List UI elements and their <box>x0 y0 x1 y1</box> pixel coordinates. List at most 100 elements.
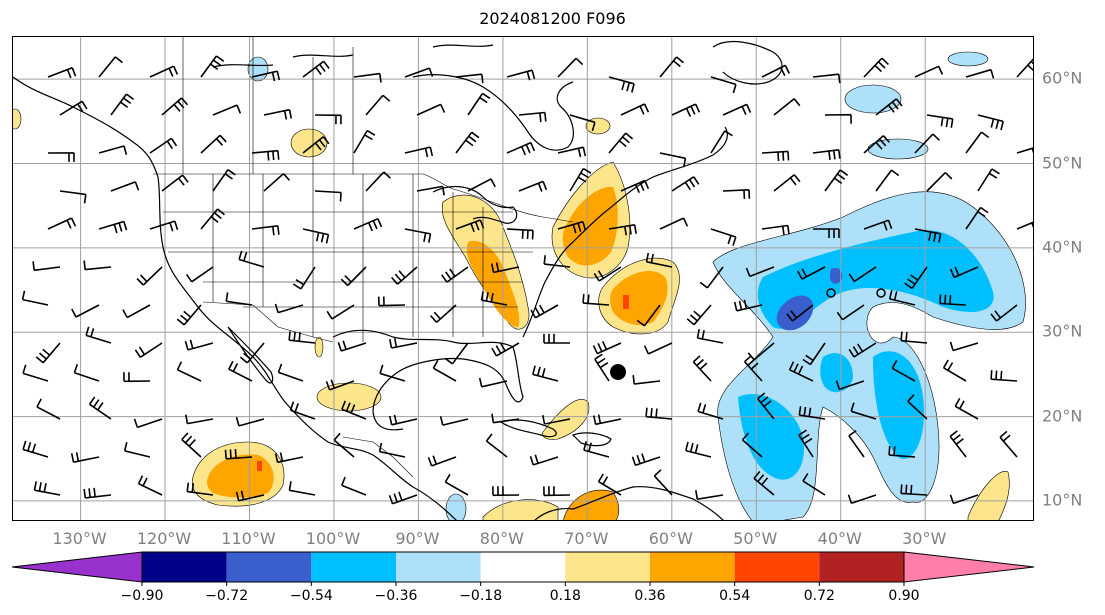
wind-barb <box>685 441 712 458</box>
wind-barb <box>491 413 520 424</box>
wind-barb <box>492 486 520 497</box>
wind-barb <box>745 266 775 278</box>
wind-barb <box>900 331 928 344</box>
wind-barb <box>620 179 650 194</box>
wind-barb <box>888 446 916 458</box>
neg-anomaly-core-south <box>738 393 804 480</box>
wind-barb <box>353 217 383 232</box>
wind-barb <box>302 60 330 78</box>
wind-barb <box>939 294 967 306</box>
wind-barb <box>518 111 547 123</box>
pos-anomaly-dark-pacific <box>257 461 262 471</box>
wind-barb <box>228 360 253 382</box>
wind-barb <box>73 363 100 382</box>
wind-barb <box>416 185 445 196</box>
wind-barb <box>543 255 571 268</box>
wind-barb <box>914 65 944 78</box>
wind-barb <box>835 380 865 390</box>
colorbar-label: −0.54 <box>289 588 333 604</box>
wind-barb <box>786 304 814 322</box>
wind-barb <box>733 299 763 312</box>
wind-barb <box>645 252 673 268</box>
anomaly-fill-layer <box>13 51 1026 520</box>
wind-barb <box>543 333 571 344</box>
wind-barb <box>98 220 128 234</box>
colorbar-outline <box>141 551 905 583</box>
wind-barb <box>353 72 382 83</box>
wind-barb <box>999 430 1018 458</box>
wind-barb <box>36 398 61 420</box>
greenland-coastline <box>712 41 783 85</box>
wind-barb <box>480 291 508 306</box>
wind-barb <box>22 440 49 458</box>
wind-barb <box>773 98 801 116</box>
wind-barb <box>696 329 724 344</box>
colorbar-label: −0.90 <box>120 588 164 604</box>
wind-barb <box>697 402 724 420</box>
wind-barb <box>798 406 826 420</box>
wind-barb <box>888 290 916 306</box>
wind-barb <box>85 326 112 344</box>
wind-barb <box>149 220 179 232</box>
wind-barb <box>965 206 989 230</box>
wind-barb <box>620 103 650 116</box>
longitude-label: 60°W <box>648 529 693 548</box>
wind-barb <box>200 134 227 154</box>
latitude-label: 50°N <box>1042 153 1083 173</box>
wind-barb <box>583 441 610 458</box>
map-canvas <box>13 37 1033 520</box>
storm-center-marker <box>610 364 626 380</box>
wind-barb <box>98 145 128 155</box>
pos-anomaly-patch-south <box>482 499 559 520</box>
colorbar-bin <box>565 552 650 582</box>
wind-barb <box>653 469 673 496</box>
wind-barb <box>444 473 469 496</box>
wind-barb <box>388 491 418 505</box>
colorbar-bin <box>734 552 820 582</box>
pos-anomaly-patch-canada <box>290 128 328 158</box>
wind-barb <box>506 141 536 156</box>
map-title: 2024081200 F096 <box>479 9 626 28</box>
wind-barb <box>485 433 508 458</box>
wind-barb <box>467 92 491 116</box>
wind-barb <box>518 180 548 192</box>
low-center-marker-2 <box>876 288 886 298</box>
cuba-coastline <box>499 419 557 438</box>
wind-barb <box>741 432 763 458</box>
wind-barb <box>593 414 622 426</box>
colorbar-label: −0.72 <box>205 588 249 604</box>
longitude-label: 100°W <box>305 529 361 548</box>
wind-barb <box>824 113 852 124</box>
wind-barb <box>695 490 724 500</box>
wind-barb <box>722 103 752 116</box>
wind-barb <box>185 414 214 425</box>
us-canada-border <box>153 173 574 223</box>
wind-barb <box>753 470 775 496</box>
wind-barb <box>251 225 280 236</box>
wind-barb <box>824 169 849 192</box>
wind-barb <box>569 114 596 132</box>
wind-barb <box>848 266 877 283</box>
north-america-coastline <box>13 76 457 520</box>
wind-barb <box>530 304 559 319</box>
wind-barb <box>224 449 253 460</box>
colorbar-label: −0.18 <box>459 588 503 604</box>
pos-anomaly-core-northeast <box>562 186 618 266</box>
wind-barb <box>83 487 112 499</box>
wind-barb <box>427 455 457 467</box>
wind-barb <box>161 174 189 192</box>
wind-barb <box>478 377 508 388</box>
wind-barb <box>848 429 865 458</box>
wind-barb <box>149 137 178 154</box>
wind-barb <box>161 97 189 116</box>
wind-barb <box>32 261 61 272</box>
wind-barb <box>965 131 990 154</box>
wind-barb <box>1016 221 1033 230</box>
wind-barb <box>21 290 49 306</box>
pos-anomaly-patch-alaska <box>13 108 22 130</box>
wind-barb <box>926 172 953 192</box>
wind-barb <box>70 452 100 463</box>
latitude-label: 20°N <box>1042 406 1083 426</box>
wind-barb <box>506 69 536 81</box>
wind-barb <box>181 432 202 458</box>
